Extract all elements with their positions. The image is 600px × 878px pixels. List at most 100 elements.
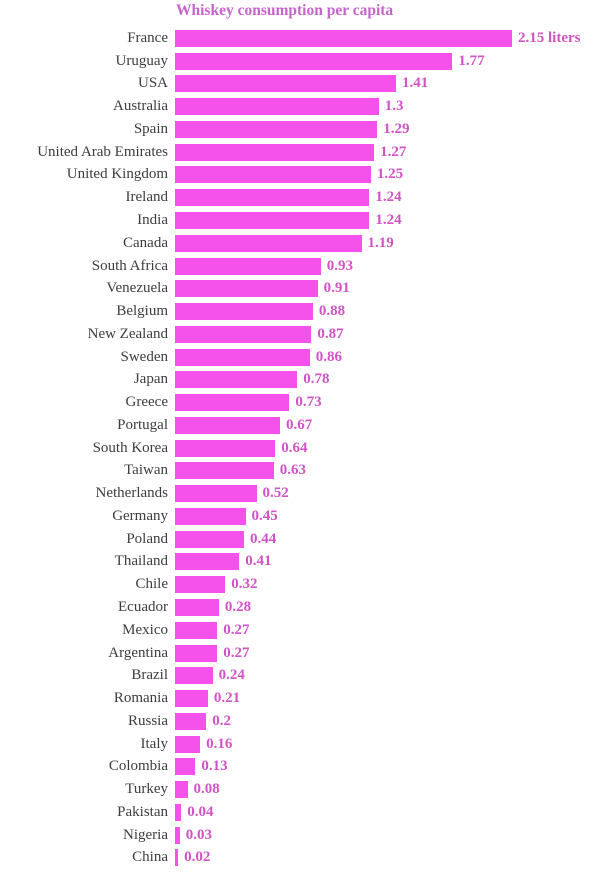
chart-row: Brazil 0.24 bbox=[0, 664, 600, 687]
bar bbox=[175, 576, 226, 594]
country-label: India bbox=[137, 212, 168, 228]
bar bbox=[175, 120, 378, 138]
chart-row: Portugal 0.67 bbox=[0, 414, 600, 437]
chart-row: New Zealand 0.87 bbox=[0, 323, 600, 346]
country-label: Pakistan bbox=[117, 803, 168, 820]
country-label: USA bbox=[137, 75, 168, 92]
country-label: Canada bbox=[123, 234, 168, 251]
bar bbox=[175, 75, 396, 93]
bar bbox=[175, 644, 218, 662]
value-label: 0.24 bbox=[218, 667, 245, 684]
bar bbox=[175, 416, 280, 434]
bar bbox=[175, 303, 313, 321]
value-label: 0.16 bbox=[206, 735, 233, 752]
value-label: 0.78 bbox=[303, 371, 330, 388]
country-label: Greece bbox=[125, 394, 168, 411]
chart-row: United Kingdom 1.25 bbox=[0, 164, 600, 187]
value-label: 0.32 bbox=[231, 576, 258, 593]
bar bbox=[175, 849, 179, 867]
value-label: 0.04 bbox=[187, 803, 214, 820]
country-label: China bbox=[132, 849, 168, 866]
country-label: Netherlands bbox=[95, 485, 168, 502]
bar bbox=[175, 189, 370, 207]
value-label: 0.64 bbox=[281, 439, 308, 456]
value-label: 0.93 bbox=[326, 257, 354, 274]
country-label: Portugal bbox=[117, 416, 168, 433]
value-label: 0.67 bbox=[286, 416, 313, 433]
country-label: Spain bbox=[133, 120, 168, 137]
value-label: 0.87 bbox=[317, 325, 344, 342]
chart-row: Australia 1.3 bbox=[0, 95, 600, 118]
chart-row: Pakistan 0.04 bbox=[0, 801, 600, 824]
chart-row: USA 1.41 bbox=[0, 73, 600, 96]
value-label: 0.73 bbox=[295, 394, 322, 411]
country-label: Russia bbox=[127, 712, 168, 729]
bar bbox=[175, 394, 290, 412]
country-label: Argentina bbox=[108, 644, 168, 661]
bar bbox=[175, 803, 182, 821]
value-label: 0.88 bbox=[318, 303, 346, 320]
bar bbox=[175, 29, 512, 47]
chart-row: Ecuador 0.28 bbox=[0, 596, 600, 619]
value-label: 0.08 bbox=[193, 781, 220, 798]
chart-row: Turkey 0.08 bbox=[0, 778, 600, 801]
bar bbox=[175, 826, 180, 844]
chart-row: China 0.02 bbox=[0, 847, 600, 870]
country-label: Italy bbox=[140, 735, 169, 752]
chart-row: France 2.15 liters bbox=[0, 27, 600, 50]
country-label: Sweden bbox=[120, 348, 169, 365]
bar bbox=[175, 348, 310, 366]
bar bbox=[175, 371, 298, 389]
country-label: Belgium bbox=[116, 303, 168, 320]
bar bbox=[175, 439, 276, 457]
bar bbox=[175, 507, 246, 525]
bar bbox=[175, 758, 196, 776]
bar bbox=[175, 735, 201, 753]
bar bbox=[175, 530, 244, 548]
chart-row: Taiwan 0.63 bbox=[0, 460, 600, 483]
chart-row: Italy 0.16 bbox=[0, 733, 600, 756]
chart-row: Sweden 0.86 bbox=[0, 346, 600, 369]
bar bbox=[175, 781, 188, 799]
bar bbox=[175, 599, 219, 617]
country-label: Japan bbox=[133, 371, 168, 388]
chart-row: Spain 1.29 bbox=[0, 118, 600, 141]
chart-row: Chile 0.32 bbox=[0, 573, 600, 596]
country-label: Chile bbox=[135, 576, 169, 593]
value-label: 1.29 bbox=[383, 120, 410, 137]
bar bbox=[175, 325, 312, 343]
chart-row: Ireland 1.24 bbox=[0, 186, 600, 209]
bar bbox=[175, 234, 362, 252]
country-label: Brazil bbox=[131, 667, 168, 684]
bar bbox=[175, 166, 371, 184]
value-label: 0.86 bbox=[315, 348, 343, 365]
country-label: United Arab Emirates bbox=[37, 143, 168, 160]
value-label: 0.45 bbox=[251, 507, 278, 524]
value-label: 0.27 bbox=[223, 644, 250, 661]
bar-chart-rows: France 2.15 liters Uruguay 1.77 USA 1.41 Austr… bbox=[0, 27, 600, 869]
chart-row: South Africa 0.93 bbox=[0, 255, 600, 278]
chart-row: Venezuela 0.91 bbox=[0, 277, 600, 300]
value-label: 0.21 bbox=[213, 690, 241, 707]
value-label: 0.28 bbox=[224, 599, 252, 616]
chart-row: Russia 0.2 bbox=[0, 710, 600, 733]
country-label: Venezuela bbox=[106, 280, 168, 297]
chart-row: South Korea 0.64 bbox=[0, 437, 600, 460]
chart-row: Colombia 0.13 bbox=[0, 756, 600, 779]
bar bbox=[175, 712, 207, 730]
chart-row: Belgium 0.88 bbox=[0, 300, 600, 323]
value-label: 0.63 bbox=[279, 462, 306, 479]
value-label: 0.27 bbox=[223, 621, 250, 638]
value-label: 0.41 bbox=[245, 553, 272, 570]
bar bbox=[175, 257, 321, 275]
country-label: Mexico bbox=[122, 621, 168, 638]
chart-row: Canada 1.19 bbox=[0, 232, 600, 255]
chart-row: Netherlands 0.52 bbox=[0, 482, 600, 505]
bar bbox=[175, 621, 218, 639]
chart-row: India 1.24 bbox=[0, 209, 600, 232]
value-label: 0.44 bbox=[250, 530, 277, 547]
value-label: 1.24 bbox=[375, 212, 402, 228]
value-label: 2.15 liters bbox=[518, 29, 581, 46]
country-label: Uruguay bbox=[115, 52, 169, 69]
